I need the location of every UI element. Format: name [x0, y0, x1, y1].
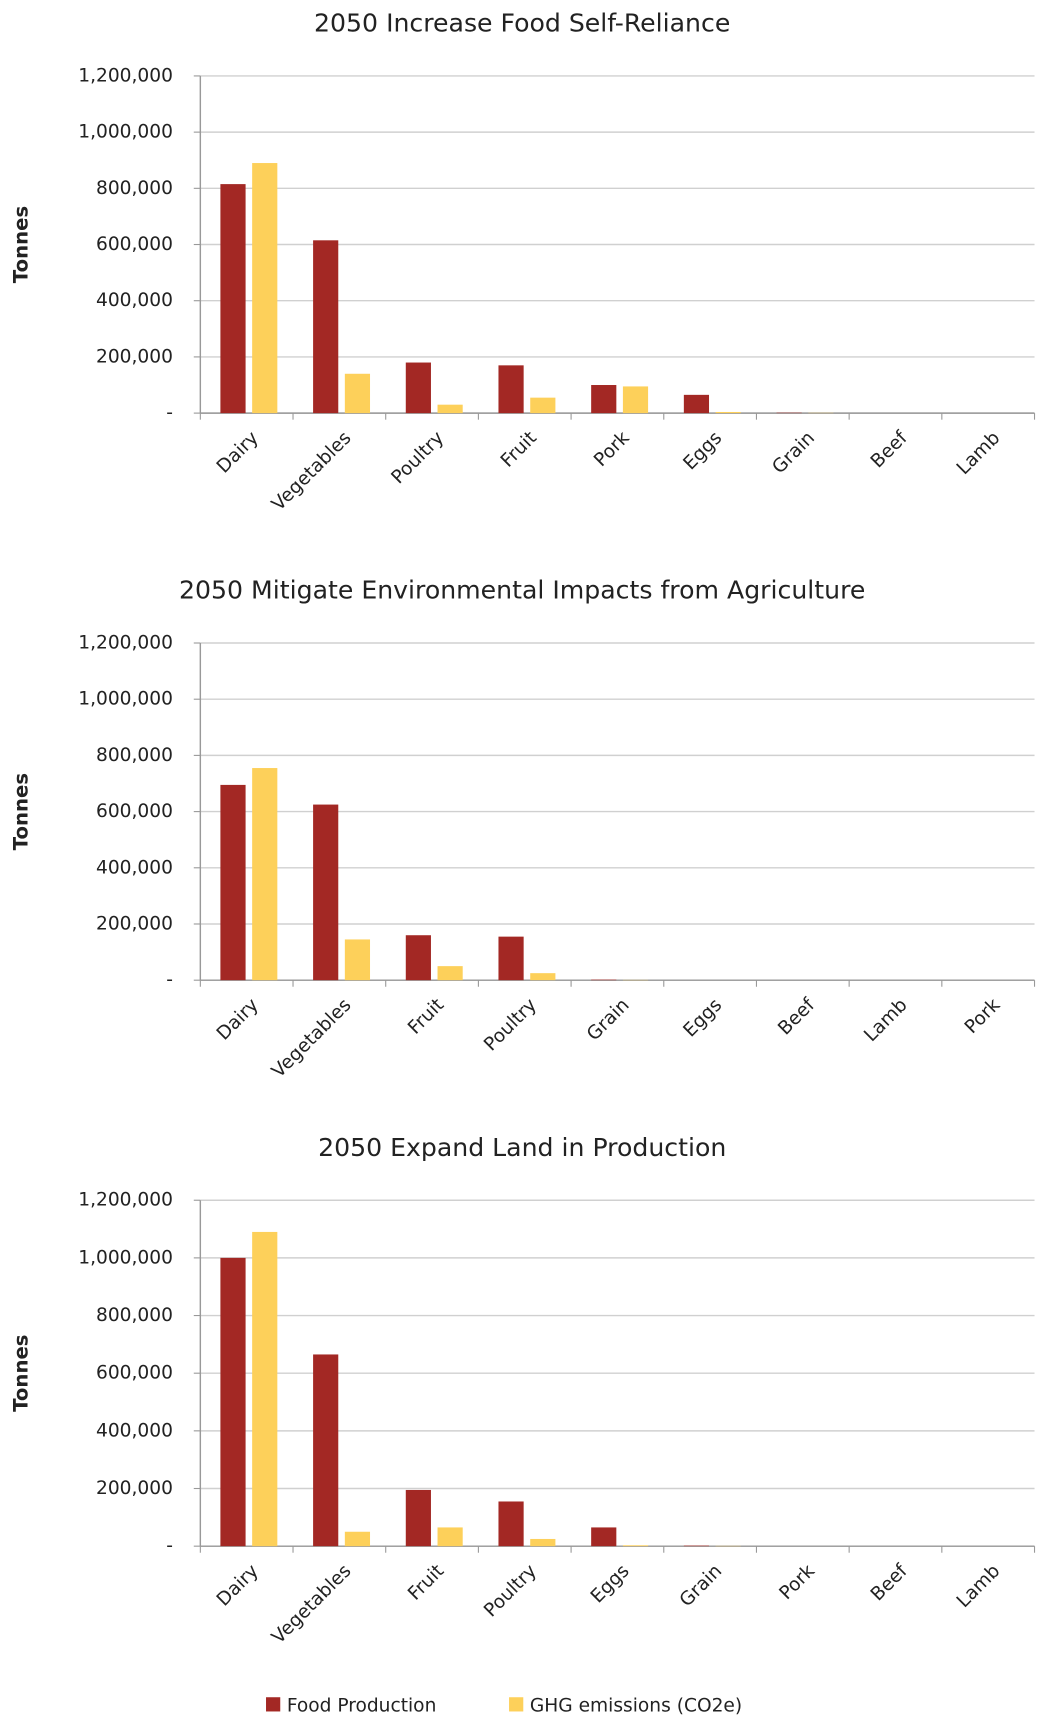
y-tick-label: 200,000 [96, 913, 173, 934]
x-tick-label: Beef [867, 427, 912, 472]
bar [344, 373, 371, 414]
x-tick-label: Beef [867, 1560, 912, 1605]
y-axis-label: Tonnes [9, 1334, 32, 1411]
x-tick-label: Grain [583, 995, 634, 1046]
y-tick-label: 200,000 [96, 1478, 173, 1499]
y-tick-label: 1,200,000 [78, 633, 173, 654]
bar [591, 1527, 617, 1547]
bar [252, 768, 278, 981]
bar [591, 979, 617, 981]
y-tick-label: 1,000,000 [78, 1247, 173, 1268]
chart-title: 2050 Expand Land in Production [318, 1133, 726, 1162]
bar [530, 973, 556, 981]
y-axis-label: Tonnes [9, 206, 32, 283]
bar [405, 1489, 431, 1547]
bar [405, 935, 431, 981]
legend-swatch [509, 1697, 524, 1712]
x-tick-label: Fruit [404, 995, 448, 1039]
chart-title: 2050 Increase Food Self-Reliance [314, 8, 730, 37]
bar [683, 1545, 710, 1547]
bar [498, 936, 524, 981]
bar [313, 1354, 339, 1547]
bar [313, 804, 339, 981]
x-tick-label: Eggs [680, 995, 727, 1042]
y-tick-label: 200,000 [96, 346, 173, 367]
x-tick-label: Beef [774, 994, 819, 1039]
x-tick-label: Poultry [388, 428, 449, 489]
bar [530, 397, 556, 414]
bar [683, 394, 710, 414]
x-tick-label: Dairy [213, 1561, 263, 1611]
y-tick-label: 400,000 [96, 857, 173, 878]
x-tick-label: Grain [768, 428, 819, 479]
legend-label: GHG emissions (CO2e) [530, 1695, 742, 1716]
legend-label: Food Production [287, 1695, 437, 1716]
bar [220, 1257, 246, 1547]
x-tick-label: Lamb [860, 995, 911, 1046]
x-tick-label: Poultry [480, 995, 541, 1056]
bar [344, 939, 371, 981]
x-tick-label: Vegetables [268, 995, 356, 1083]
bar [530, 1538, 556, 1547]
y-tick-label: 600,000 [96, 801, 173, 822]
x-tick-label: Poultry [480, 1561, 541, 1622]
x-tick-label: Fruit [404, 1561, 448, 1605]
bar [313, 240, 339, 414]
y-axis-label: Tonnes [9, 773, 32, 850]
x-tick-label: Vegetables [268, 1561, 356, 1649]
bar [437, 1527, 463, 1547]
y-tick-label: 600,000 [96, 234, 173, 255]
bar [344, 1531, 371, 1547]
x-tick-label: Lamb [953, 428, 1004, 479]
bar [498, 365, 524, 414]
x-tick-label: Pork [961, 994, 1005, 1038]
x-tick-label: Lamb [953, 1561, 1004, 1612]
bar [437, 966, 463, 981]
bar [252, 163, 278, 414]
y-tick-label: 1,200,000 [78, 1190, 173, 1211]
y-tick-label: - [166, 1536, 173, 1557]
y-tick-label: 800,000 [96, 178, 173, 199]
x-tick-label: Grain [676, 1561, 727, 1612]
x-tick-label: Pork [590, 427, 634, 471]
x-tick-label: Fruit [497, 428, 541, 472]
y-tick-label: 1,000,000 [78, 122, 173, 143]
bar [715, 411, 741, 414]
bar [622, 386, 649, 414]
x-tick-label: Pork [776, 1560, 820, 1604]
bar [437, 404, 463, 414]
y-tick-label: 400,000 [96, 1420, 173, 1441]
legend-swatch [266, 1697, 281, 1712]
y-tick-label: - [166, 403, 173, 424]
bar [591, 385, 617, 414]
x-tick-label: Vegetables [268, 428, 356, 516]
y-tick-label: 400,000 [96, 290, 173, 311]
bar [498, 1501, 524, 1547]
y-tick-label: 1,000,000 [78, 689, 173, 710]
x-tick-label: Eggs [587, 1561, 634, 1608]
bar [622, 1545, 649, 1547]
y-tick-label: 600,000 [96, 1363, 173, 1384]
chart-title: 2050 Mitigate Environmental Impacts from… [179, 576, 865, 605]
x-tick-label: Eggs [680, 428, 727, 475]
y-tick-label: - [166, 970, 173, 991]
bar [220, 784, 246, 981]
y-tick-label: 1,200,000 [78, 65, 173, 86]
x-tick-label: Dairy [213, 995, 263, 1045]
y-tick-label: 800,000 [96, 1305, 173, 1326]
x-tick-label: Dairy [213, 428, 263, 478]
bar [252, 1231, 278, 1547]
bar [405, 362, 431, 414]
y-tick-label: 800,000 [96, 745, 173, 766]
bar [220, 184, 246, 414]
